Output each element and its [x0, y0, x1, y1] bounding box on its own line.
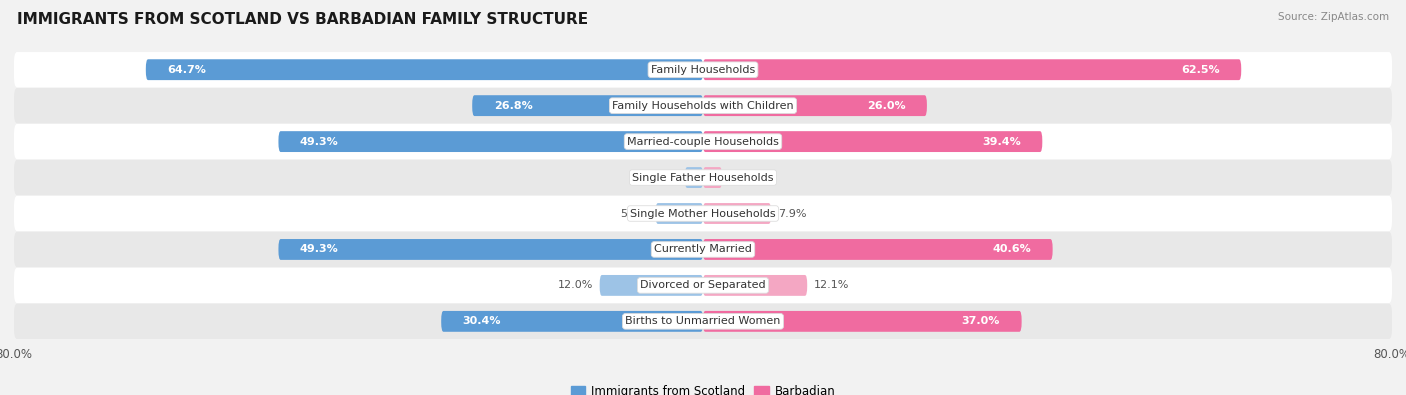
Text: Family Households: Family Households [651, 65, 755, 75]
FancyBboxPatch shape [14, 196, 1392, 231]
Text: 40.6%: 40.6% [993, 245, 1031, 254]
Text: 12.0%: 12.0% [557, 280, 593, 290]
FancyBboxPatch shape [703, 203, 770, 224]
Text: Births to Unmarried Women: Births to Unmarried Women [626, 316, 780, 326]
Text: IMMIGRANTS FROM SCOTLAND VS BARBADIAN FAMILY STRUCTURE: IMMIGRANTS FROM SCOTLAND VS BARBADIAN FA… [17, 12, 588, 27]
Text: 39.4%: 39.4% [981, 137, 1021, 147]
FancyBboxPatch shape [599, 275, 703, 296]
FancyBboxPatch shape [685, 167, 703, 188]
Text: 2.2%: 2.2% [728, 173, 758, 182]
Text: 7.9%: 7.9% [778, 209, 807, 218]
FancyBboxPatch shape [14, 304, 1392, 339]
FancyBboxPatch shape [703, 275, 807, 296]
Text: 2.1%: 2.1% [650, 173, 678, 182]
FancyBboxPatch shape [278, 131, 703, 152]
Text: 30.4%: 30.4% [463, 316, 501, 326]
FancyBboxPatch shape [703, 239, 1053, 260]
FancyBboxPatch shape [278, 239, 703, 260]
FancyBboxPatch shape [441, 311, 703, 332]
FancyBboxPatch shape [14, 88, 1392, 123]
FancyBboxPatch shape [14, 124, 1392, 159]
FancyBboxPatch shape [703, 131, 1042, 152]
Text: Currently Married: Currently Married [654, 245, 752, 254]
FancyBboxPatch shape [146, 59, 703, 80]
Text: 12.1%: 12.1% [814, 280, 849, 290]
Text: 26.0%: 26.0% [866, 101, 905, 111]
Text: Married-couple Households: Married-couple Households [627, 137, 779, 147]
FancyBboxPatch shape [14, 268, 1392, 303]
FancyBboxPatch shape [655, 203, 703, 224]
Text: 5.5%: 5.5% [620, 209, 648, 218]
FancyBboxPatch shape [14, 232, 1392, 267]
Text: 64.7%: 64.7% [167, 65, 207, 75]
Text: Single Father Households: Single Father Households [633, 173, 773, 182]
FancyBboxPatch shape [703, 95, 927, 116]
Text: 49.3%: 49.3% [299, 245, 339, 254]
Text: Source: ZipAtlas.com: Source: ZipAtlas.com [1278, 12, 1389, 22]
FancyBboxPatch shape [703, 59, 1241, 80]
FancyBboxPatch shape [703, 167, 721, 188]
Text: 62.5%: 62.5% [1181, 65, 1219, 75]
Text: 49.3%: 49.3% [299, 137, 339, 147]
FancyBboxPatch shape [14, 160, 1392, 195]
Legend: Immigrants from Scotland, Barbadian: Immigrants from Scotland, Barbadian [567, 380, 839, 395]
Text: 26.8%: 26.8% [494, 101, 533, 111]
FancyBboxPatch shape [703, 311, 1022, 332]
FancyBboxPatch shape [14, 52, 1392, 87]
Text: Family Households with Children: Family Households with Children [612, 101, 794, 111]
Text: Divorced or Separated: Divorced or Separated [640, 280, 766, 290]
FancyBboxPatch shape [472, 95, 703, 116]
Text: Single Mother Households: Single Mother Households [630, 209, 776, 218]
Text: 37.0%: 37.0% [962, 316, 1000, 326]
